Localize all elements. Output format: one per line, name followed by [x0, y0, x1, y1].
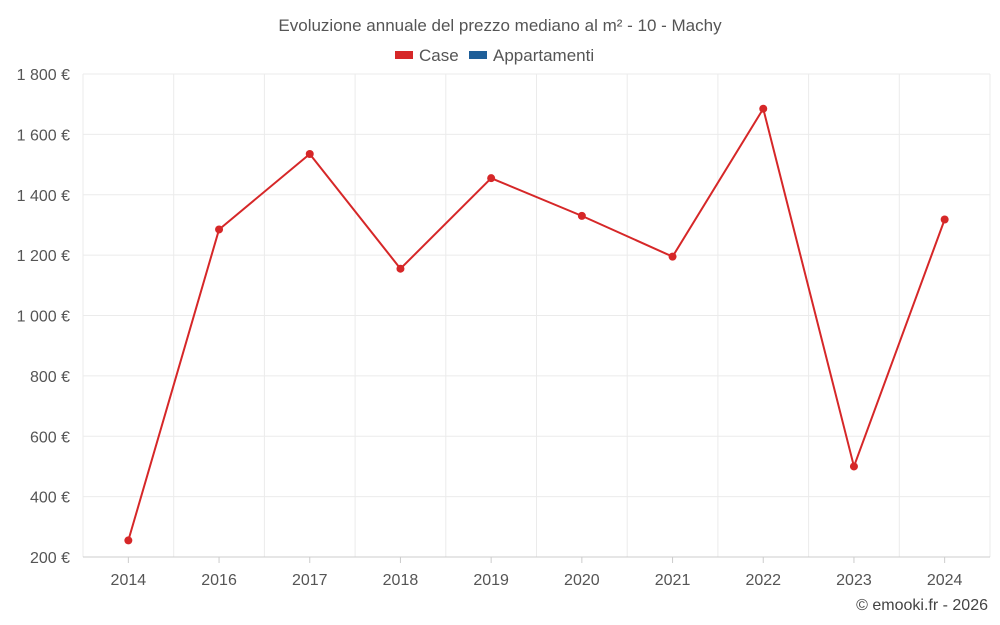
y-tick-label: 600 € [30, 429, 70, 446]
series-case [124, 104, 949, 545]
data-point-case[interactable] [396, 264, 405, 273]
y-tick-label: 1 600 € [17, 127, 70, 144]
legend-label-case: Case [419, 46, 459, 65]
x-axis: 2014 2016 2017 2018 2019 2020 2021 2022 2023 2024 [83, 556, 990, 589]
x-tick-label: 2023 [836, 572, 872, 589]
chart-title: Evoluzione annuale del prezzo mediano al… [278, 16, 722, 35]
x-tick-label: 2016 [201, 572, 237, 589]
x-tick-label: 2021 [655, 572, 691, 589]
grid [82, 73, 991, 557]
legend: Case Appartamenti [395, 46, 594, 65]
legend-item-case[interactable]: Case [395, 46, 459, 65]
legend-label-appartamenti: Appartamenti [493, 46, 594, 65]
legend-swatch-appartamenti [469, 51, 487, 59]
data-point-case[interactable] [305, 149, 314, 158]
legend-item-appartamenti[interactable]: Appartamenti [469, 46, 594, 65]
y-tick-label: 1 000 € [17, 309, 70, 326]
y-tick-label: 1 400 € [17, 188, 70, 205]
y-tick-label: 1 800 € [17, 67, 70, 84]
data-point-case[interactable] [124, 536, 133, 545]
x-tick-label: 2018 [383, 572, 419, 589]
data-point-case[interactable] [668, 252, 677, 261]
y-tick-label: 200 € [30, 550, 70, 567]
x-tick-label: 2019 [473, 572, 509, 589]
data-point-case[interactable] [215, 225, 224, 234]
data-point-case[interactable] [940, 215, 949, 224]
credit-text: © emooki.fr - 2026 [856, 597, 988, 614]
data-point-case[interactable] [759, 104, 768, 113]
data-point-case[interactable] [849, 462, 858, 471]
data-point-case[interactable] [577, 211, 586, 220]
x-tick-label: 2017 [292, 572, 328, 589]
x-tick-label: 2020 [564, 572, 600, 589]
legend-swatch-case [395, 51, 413, 59]
y-tick-label: 1 200 € [17, 248, 70, 265]
data-point-case[interactable] [487, 174, 496, 183]
y-tick-label: 800 € [30, 369, 70, 386]
series-line-case [127, 107, 946, 541]
x-tick-label: 2024 [927, 572, 963, 589]
x-tick-label: 2014 [111, 572, 147, 589]
x-tick-label: 2022 [745, 572, 781, 589]
y-tick-label: 400 € [30, 490, 70, 507]
y-axis: 200 € 400 € 600 € 800 € 1 000 € 1 200 € 1 400 … [17, 67, 70, 567]
